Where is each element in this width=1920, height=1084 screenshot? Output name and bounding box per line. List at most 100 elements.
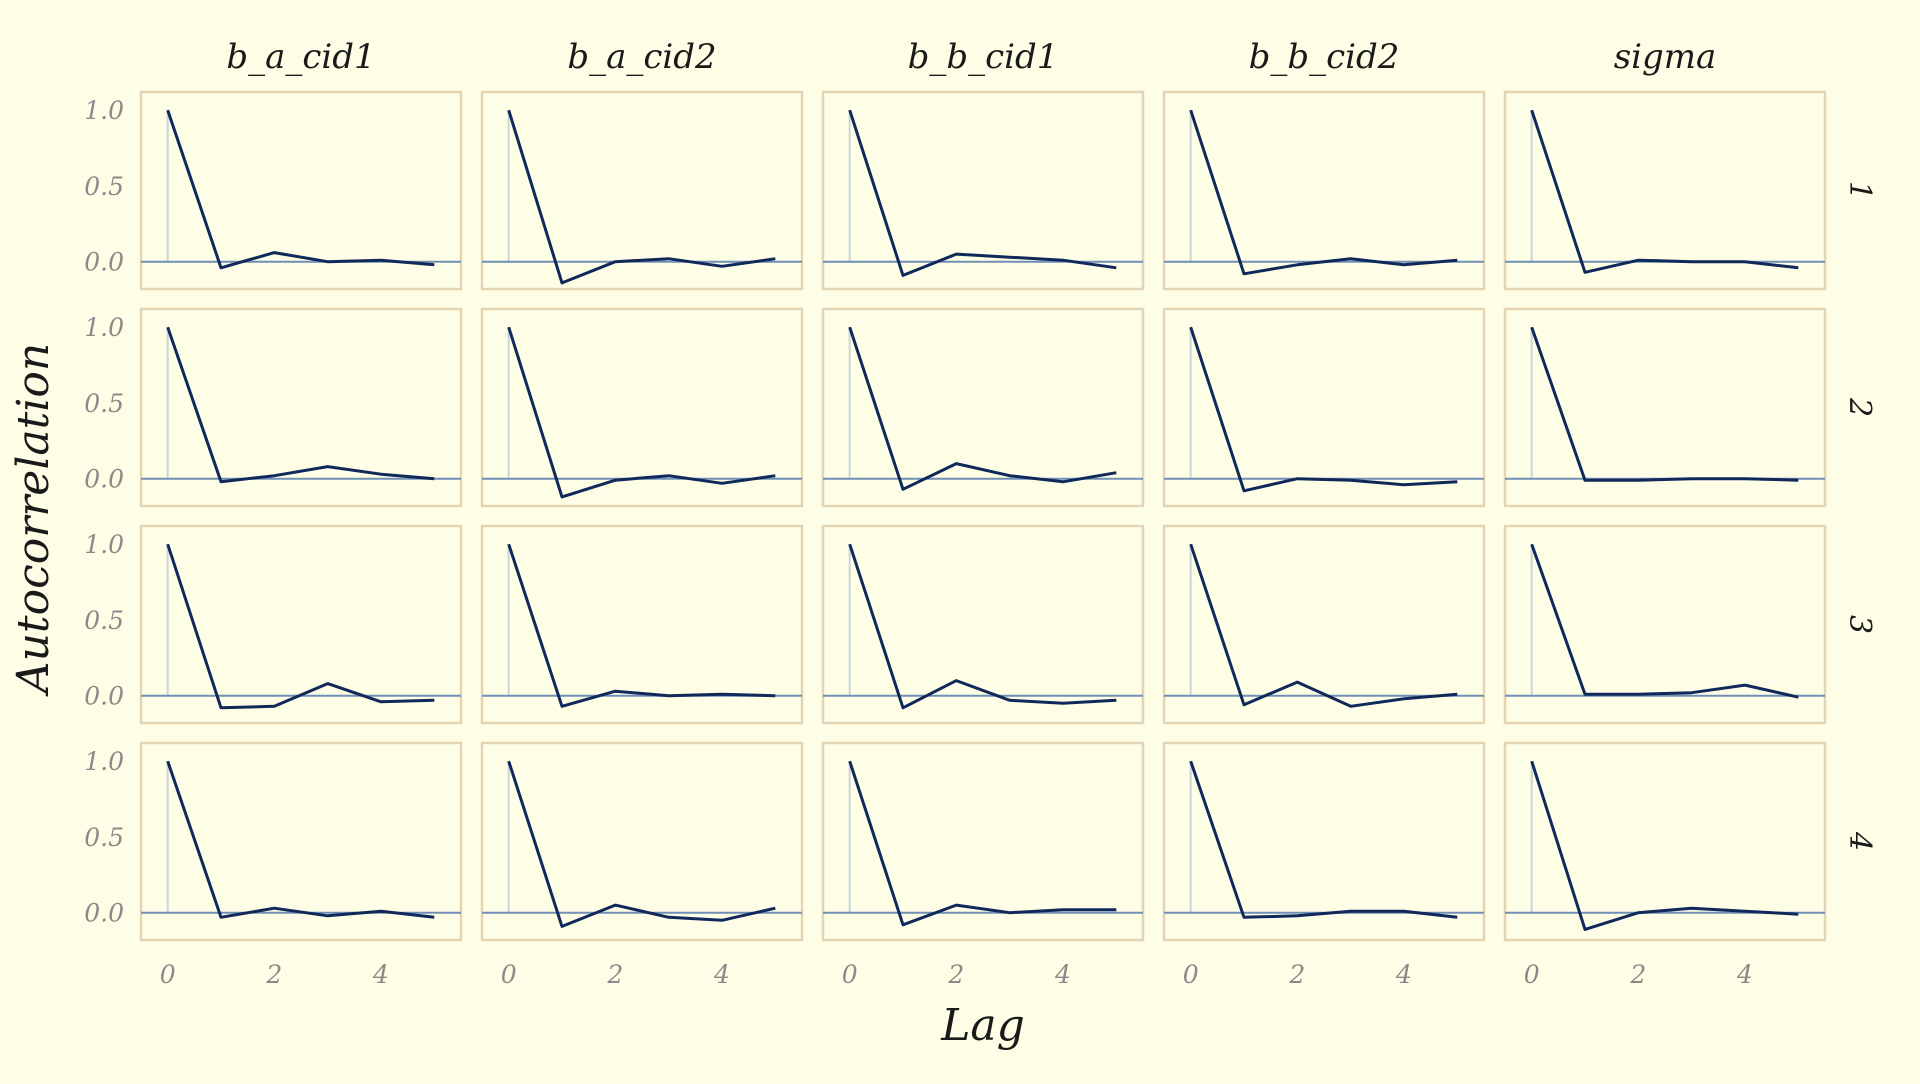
panel-border — [480, 741, 804, 942]
acf-series-line — [1530, 760, 1799, 931]
panel-border — [821, 307, 1145, 508]
y-tick-label: 0.0 — [84, 465, 124, 494]
acf-series-line — [507, 760, 776, 928]
acf-series-line — [166, 543, 435, 710]
row-label-1: 1 — [1842, 181, 1877, 200]
column-title-b_a_cid2: b_a_cid2 — [567, 37, 716, 77]
panel-border — [1162, 741, 1486, 942]
row-label-2: 2 — [1842, 397, 1877, 417]
labels-layer: b_a_cid1 b_a_cid2 b_b_cid1 b_b_cid2 sigma 1 2 3… — [84, 37, 1877, 989]
x-tick-label: 4 — [713, 960, 730, 989]
y-tick-label: 0.0 — [84, 682, 124, 711]
panel-b_b_cid1-row-4 — [821, 741, 1145, 942]
panel-b_a_cid2-row-3 — [480, 524, 804, 725]
panel-border — [480, 90, 804, 291]
panel-border — [1503, 524, 1827, 725]
y-tick-label: 0.0 — [84, 248, 124, 277]
acf-series-line — [1189, 326, 1458, 493]
y-tick-label: 1.0 — [84, 530, 124, 559]
panel-b_a_cid2-row-4 — [480, 741, 804, 942]
panel-sigma-row-3 — [1503, 524, 1827, 725]
x-tick-label: 0 — [160, 960, 176, 989]
x-axis-title: Lag — [940, 1000, 1025, 1051]
panel-border — [1503, 307, 1827, 508]
panel-b_b_cid2-row-1 — [1162, 90, 1486, 291]
panel-border — [139, 741, 463, 942]
x-tick-label: 2 — [606, 960, 623, 989]
y-tick-label: 0.5 — [84, 389, 124, 418]
panel-b_a_cid1-row-2 — [139, 307, 463, 508]
y-tick-label: 0.5 — [84, 172, 124, 201]
panel-border — [1162, 524, 1486, 725]
panel-b_b_cid2-row-4 — [1162, 741, 1486, 942]
y-tick-label: 0.5 — [84, 606, 124, 635]
panel-b_a_cid2-row-1 — [480, 90, 804, 291]
panel-sigma-row-1 — [1503, 90, 1827, 291]
panel-border — [139, 524, 463, 725]
acf-series-line — [166, 109, 435, 270]
panel-b_b_cid1-row-2 — [821, 307, 1145, 508]
acf-series-line — [166, 326, 435, 484]
panel-border — [821, 90, 1145, 291]
column-title-b_b_cid1: b_b_cid1 — [908, 37, 1059, 77]
panel-b_a_cid1-row-1 — [139, 90, 463, 291]
panel-b_a_cid1-row-4 — [139, 741, 463, 942]
column-title-b_a_cid1: b_a_cid1 — [226, 37, 375, 77]
acf-series-line — [507, 543, 776, 708]
acf-series-line — [848, 543, 1117, 710]
acf-series-line — [1189, 543, 1458, 708]
x-tick-label: 2 — [265, 960, 282, 989]
x-tick-label: 0 — [842, 960, 858, 989]
x-tick-label: 0 — [501, 960, 517, 989]
panel-border — [480, 524, 804, 725]
panel-border — [139, 307, 463, 508]
column-title-sigma: sigma — [1614, 37, 1717, 77]
acf-series-line — [507, 109, 776, 285]
x-tick-label: 0 — [1183, 960, 1199, 989]
acf-series-line — [166, 760, 435, 919]
x-tick-label: 4 — [1054, 960, 1071, 989]
acf-series-line — [848, 760, 1117, 927]
acf-series-line — [848, 109, 1117, 277]
panel-b_b_cid1-row-3 — [821, 524, 1145, 725]
x-tick-label: 2 — [947, 960, 964, 989]
panel-border — [1162, 90, 1486, 291]
panel-b_b_cid2-row-2 — [1162, 307, 1486, 508]
x-tick-label: 2 — [1629, 960, 1646, 989]
panel-border — [480, 307, 804, 508]
panel-b_a_cid1-row-3 — [139, 524, 463, 725]
x-tick-label: 2 — [1288, 960, 1305, 989]
panel-b_b_cid1-row-1 — [821, 90, 1145, 291]
panel-b_a_cid2-row-2 — [480, 307, 804, 508]
y-tick-label: 1.0 — [84, 96, 124, 125]
x-tick-label: 4 — [372, 960, 389, 989]
panel-border — [821, 741, 1145, 942]
x-tick-label: 4 — [1736, 960, 1753, 989]
y-tick-label: 0.5 — [84, 823, 124, 852]
panel-border — [821, 524, 1145, 725]
acf-series-line — [507, 326, 776, 499]
y-axis-title: Autocorrelation — [8, 343, 59, 697]
panel-border — [1503, 90, 1827, 291]
panel-border — [1503, 741, 1827, 942]
acf-series-line — [1530, 109, 1799, 274]
panels-layer — [139, 90, 1827, 942]
y-tick-label: 1.0 — [84, 313, 124, 342]
acf-series-line — [848, 326, 1117, 491]
column-title-b_b_cid2: b_b_cid2 — [1249, 37, 1400, 77]
acf-series-line — [1189, 109, 1458, 276]
row-label-3: 3 — [1842, 615, 1877, 634]
y-tick-label: 0.0 — [84, 899, 124, 928]
panel-b_b_cid2-row-3 — [1162, 524, 1486, 725]
panel-sigma-row-2 — [1503, 307, 1827, 508]
acf-series-line — [1530, 326, 1799, 482]
x-tick-label: 4 — [1395, 960, 1412, 989]
acf-series-line — [1530, 543, 1799, 699]
panel-sigma-row-4 — [1503, 741, 1827, 942]
x-tick-label: 0 — [1524, 960, 1540, 989]
acf-series-line — [1189, 760, 1458, 919]
panel-border — [1162, 307, 1486, 508]
y-tick-label: 1.0 — [84, 747, 124, 776]
